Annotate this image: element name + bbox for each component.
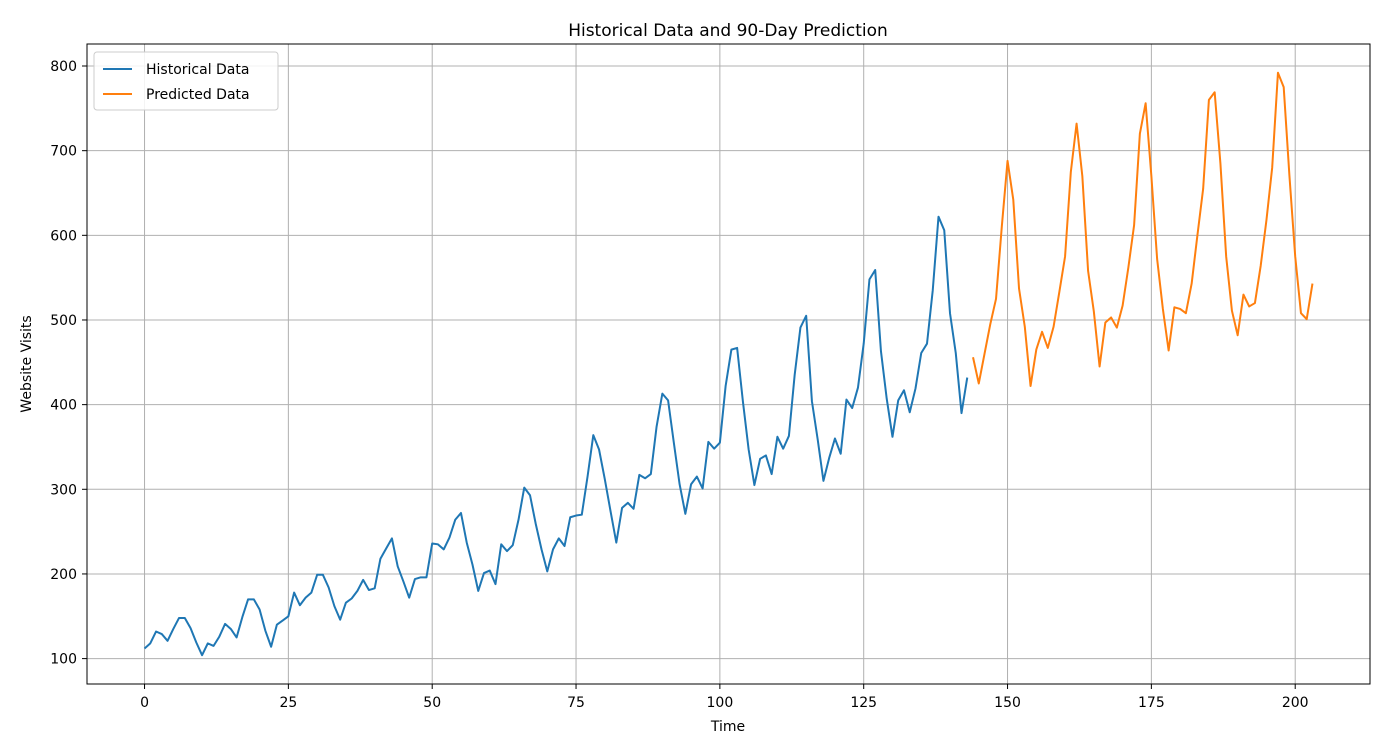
- y-axis-ticks: 100 200 300 400 500 600 700 800: [50, 59, 87, 668]
- x-tick-label: 150: [994, 695, 1021, 711]
- y-tick-label: 700: [50, 144, 77, 160]
- chart-title: Historical Data and 90-Day Prediction: [568, 21, 888, 41]
- x-tick-label: 0: [140, 695, 149, 711]
- x-tick-label: 125: [850, 695, 877, 711]
- series-line-historical: [143, 215, 969, 657]
- y-tick-label: 100: [50, 652, 77, 668]
- y-axis-label: Website Visits: [19, 315, 35, 412]
- x-tick-label: 25: [279, 695, 297, 711]
- legend-label-predicted: Predicted Data: [146, 87, 250, 103]
- grid: [87, 44, 1370, 684]
- y-tick-label: 200: [50, 567, 77, 583]
- y-tick-label: 300: [50, 482, 77, 498]
- x-axis-label: Time: [710, 719, 745, 735]
- y-tick-label: 800: [50, 59, 77, 75]
- legend-box: [93, 51, 279, 111]
- x-tick-label: 50: [423, 695, 441, 711]
- y-tick-label: 600: [50, 228, 77, 244]
- legend: Historical Data Predicted Data: [93, 51, 279, 111]
- plot-frame: [86, 43, 1371, 685]
- series-line-predicted: [972, 71, 1314, 388]
- legend-label-historical: Historical Data: [146, 62, 249, 78]
- x-tick-label: 75: [567, 695, 585, 711]
- x-axis-ticks: 0 25 50 75 100 125 150 175 200: [140, 684, 1309, 711]
- y-tick-label: 500: [50, 313, 77, 329]
- y-tick-label: 400: [50, 398, 77, 414]
- x-tick-label: 200: [1282, 695, 1309, 711]
- x-tick-label: 175: [1138, 695, 1165, 711]
- series-lines: [143, 71, 1314, 657]
- x-tick-label: 100: [707, 695, 734, 711]
